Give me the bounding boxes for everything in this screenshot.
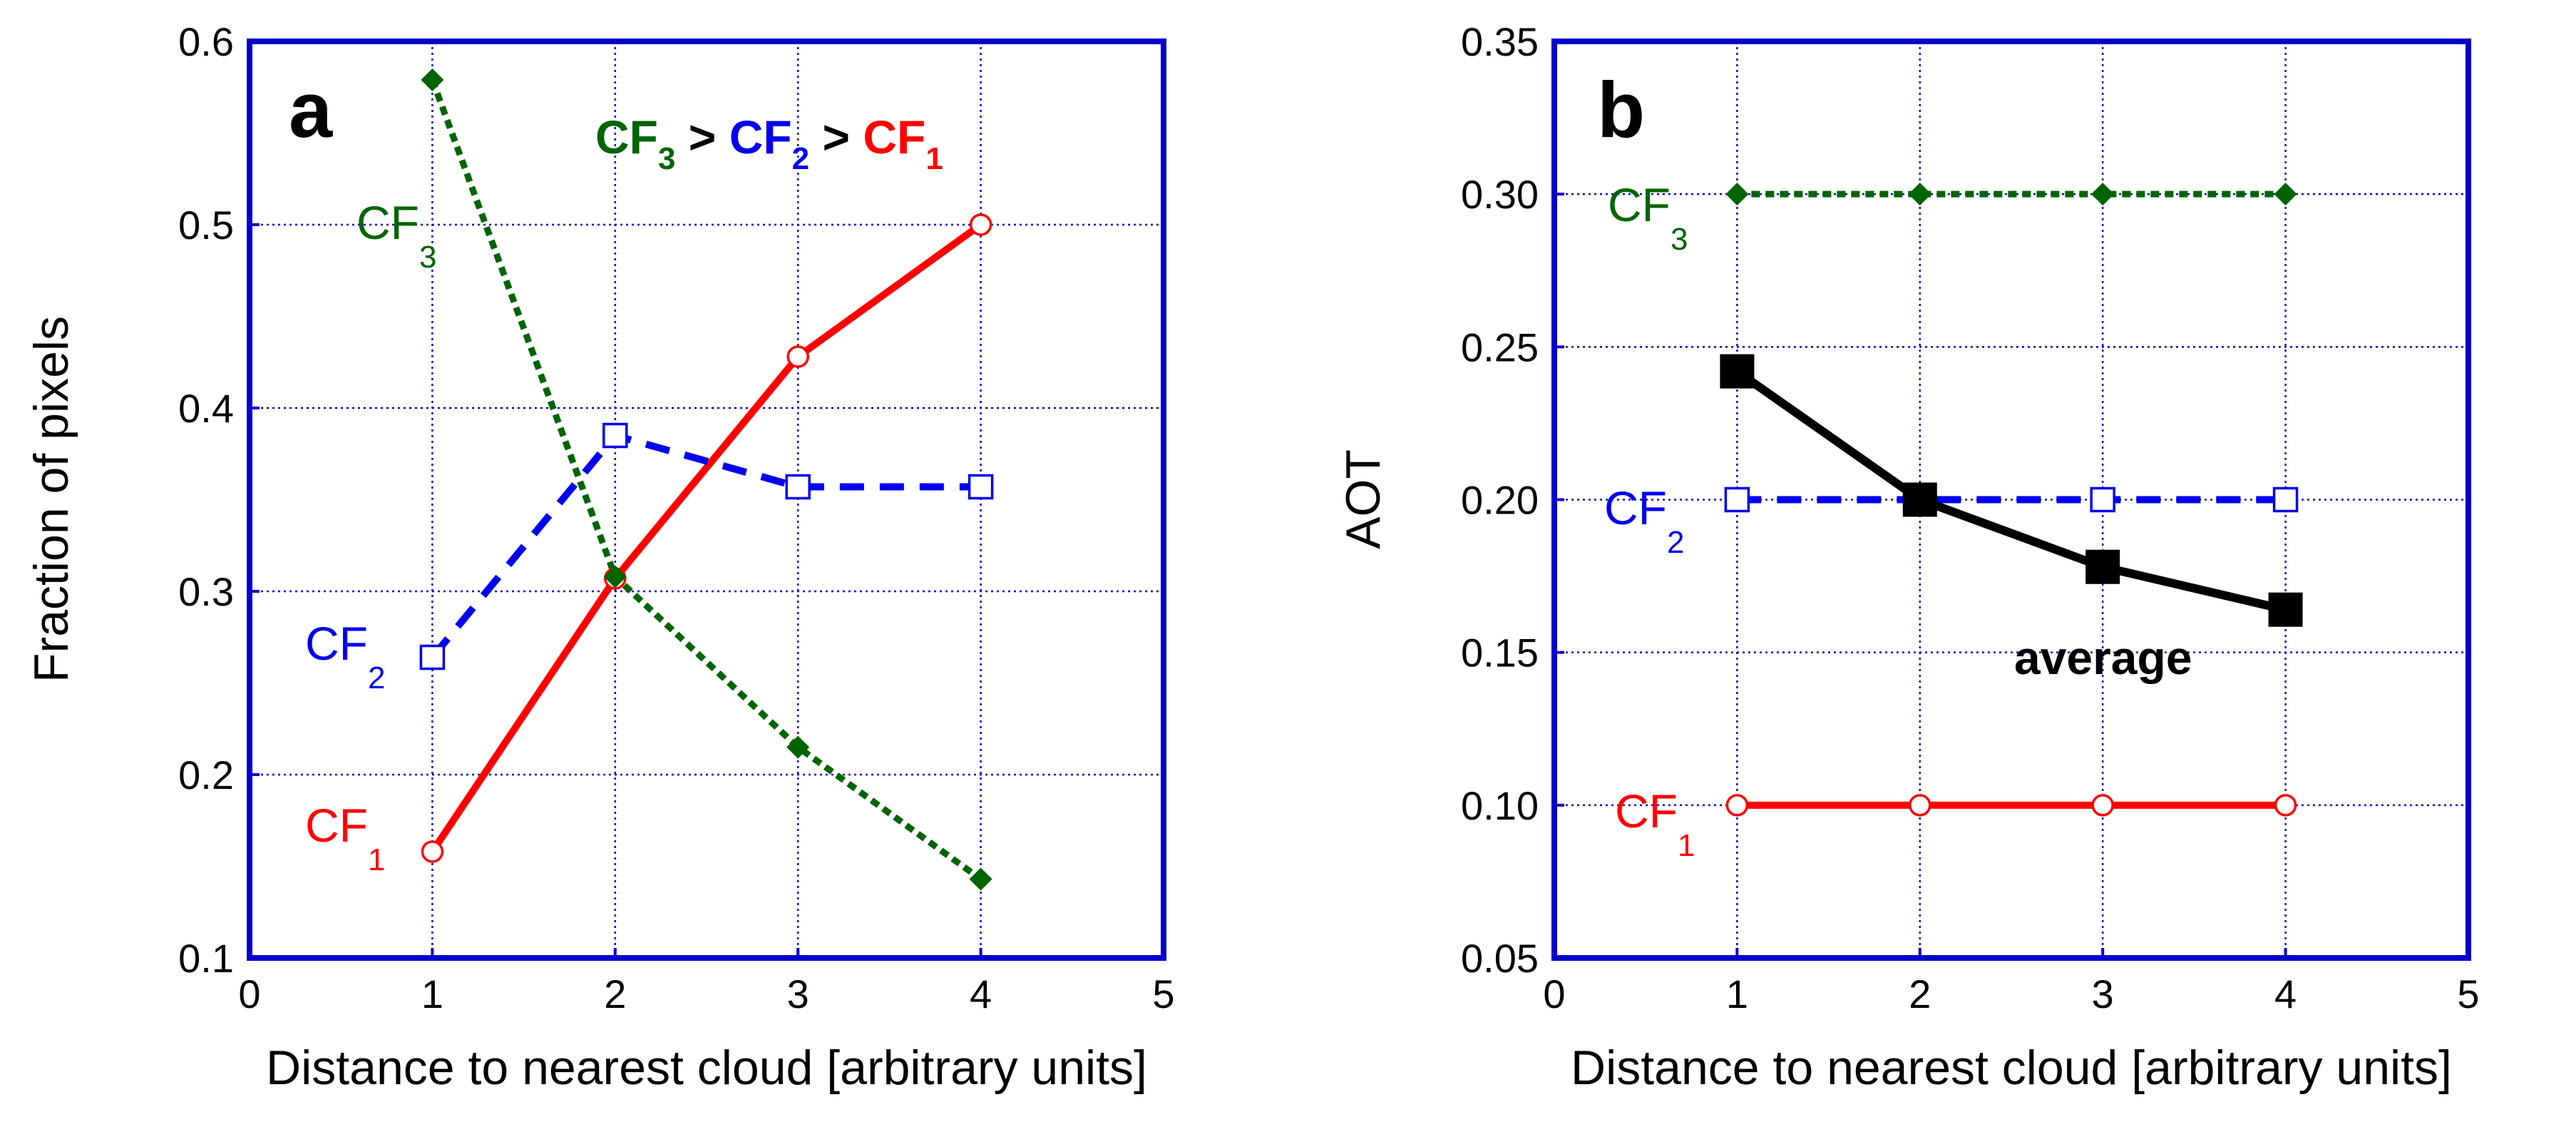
panel-b-point-average-2 [1902, 482, 1937, 517]
panel-b-xtick-label-3: 3 [2092, 971, 2114, 1016]
panel-a-line-cf3 [429, 78, 983, 882]
panel-b-ylabel: AOT [1336, 449, 1390, 549]
panel-b-ytick-label-4: 0.25 [1461, 325, 1539, 369]
panel-a-point-cf1-4 [969, 213, 992, 236]
panel-a-point-cf1-1 [421, 840, 444, 863]
panel-b-ticks: 0 1 2 3 4 5 0.05 0.10 0.15 0.20 0.25 0.30 0.35 [1461, 19, 2480, 1016]
panel-a-line-cf2 [429, 432, 981, 660]
panel-b-grid [1554, 41, 2468, 958]
panel-a-point-cf2-4 [968, 474, 994, 500]
panel-a-point-cf3-1 [421, 68, 444, 91]
panel-a-label-cf1: CF1 [305, 799, 385, 877]
panel-b-point-average-4 [2268, 592, 2303, 627]
panel-b-ytick-label-5: 0.30 [1461, 172, 1539, 217]
annotation-gt-2: > [809, 111, 863, 163]
panel-b-point-average-1 [1720, 354, 1755, 389]
panel-b-ytick-label-0: 0.05 [1461, 936, 1539, 981]
panel-b-letter: b [1597, 66, 1645, 154]
panel-a-ytick-label-4: 0.5 [178, 203, 234, 248]
panel-b-label-cf2: CF2 [1604, 481, 1684, 560]
panel-b-xtick-label-0: 0 [1543, 971, 1565, 1016]
panel-a-xtick-label-3: 3 [787, 971, 809, 1016]
panel-b-xtick-label-4: 4 [2274, 971, 2297, 1016]
panel-a-point-cf2-3 [785, 474, 811, 500]
panel-a-point-cf3-3 [786, 735, 810, 759]
panel-b-line-average [1734, 367, 2287, 614]
panel-b-ytick-label-6: 0.35 [1461, 19, 1539, 64]
panel-b-markers [1720, 183, 2303, 817]
panel-a-point-cf2-1 [419, 644, 446, 670]
panel-b: 0 1 2 3 4 5 0.05 0.10 0.15 0.20 0.25 0.30 0.35 b CF3… [1336, 19, 2480, 1095]
panel-b-label-cf1: CF1 [1615, 785, 1695, 863]
panel-b-xlabel: Distance to nearest cloud [arbitrary uni… [1571, 1041, 2452, 1095]
panel-a-frame [247, 39, 1166, 961]
panel-b-point-cf1-4 [2274, 794, 2297, 817]
panel-a-point-cf1-3 [786, 345, 809, 368]
panel-b-point-cf1-2 [1909, 794, 1931, 817]
panel-b-ytick-label-3: 0.20 [1461, 478, 1539, 523]
panel-a-letter: a [289, 66, 333, 154]
panel-b-xtick-label-5: 5 [2457, 971, 2479, 1016]
panel-a-markers [419, 68, 994, 891]
panel-b-label-cf3: CF3 [1608, 178, 1688, 257]
panel-a-ylabel: Fraction of pixels [24, 316, 78, 683]
annotation-cf3: CF [595, 111, 658, 163]
panel-a-line-cf1 [429, 221, 983, 854]
panel-b-point-cf3-1 [1725, 183, 1749, 206]
panel-a-point-cf3-4 [969, 867, 992, 891]
panel-b-point-cf1-3 [2091, 794, 2114, 817]
panel-a-annotation: CF3 > CF2 > CF1 [595, 111, 943, 176]
panel-b-point-cf2-1 [1724, 486, 1750, 513]
panel-a-series [429, 78, 983, 882]
panel-a-grid [250, 41, 1164, 958]
panel-b-point-cf1-1 [1725, 794, 1749, 817]
panel-a-point-cf2-2 [602, 422, 628, 449]
panel-b-ytick-label-1: 0.10 [1461, 783, 1539, 828]
panel-b-point-cf2-4 [2272, 486, 2299, 513]
panel-a-label-cf2: CF2 [305, 617, 385, 695]
panel-a-ytick-label-5: 0.6 [178, 19, 234, 64]
panel-b-point-cf3-2 [1908, 183, 1931, 206]
panel-b-point-average-3 [2085, 549, 2120, 584]
panel-b-label-average: average [2014, 631, 2192, 684]
panel-a-ytick-label-1: 0.2 [178, 753, 234, 797]
panel-a-point-cf3-2 [603, 565, 627, 588]
panel-b-xtick-label-1: 1 [1726, 971, 1748, 1016]
panel-a-xtick-label-2: 2 [604, 971, 626, 1016]
panel-a-ytick-label-2: 0.3 [178, 569, 234, 614]
annotation-cf1-sub: 1 [925, 141, 943, 176]
panel-a-ytick-label-0: 0.1 [178, 936, 234, 981]
panel-b-series [1734, 190, 2287, 809]
panel-a-xtick-label-5: 5 [1152, 971, 1174, 1016]
panel-a-ticks: 0 1 2 3 4 5 0.1 0.2 0.3 0.4 0.5 0.6 [178, 19, 1174, 1016]
panel-a-xtick-label-1: 1 [421, 971, 443, 1016]
panel-a-xtick-label-0: 0 [238, 971, 260, 1016]
annotation-cf1: CF [863, 111, 925, 163]
panel-b-point-cf2-3 [2090, 486, 2115, 513]
annotation-cf2: CF [729, 111, 792, 163]
panel-b-point-cf3-3 [2091, 183, 2115, 206]
annotation-cf3-sub: 3 [658, 141, 675, 176]
panel-a-ytick-label-3: 0.4 [178, 386, 234, 431]
panel-a-xlabel: Distance to nearest cloud [arbitrary uni… [266, 1041, 1147, 1095]
panel-a-xtick-label-4: 4 [970, 971, 992, 1016]
panel-b-xtick-label-2: 2 [1909, 971, 1931, 1016]
panel-a: 0 1 2 3 4 50.10.20.30.40.50.6 a CF3 > CF2 > C… [24, 19, 1175, 1095]
annotation-cf2-sub: 2 [792, 141, 809, 176]
panel-b-point-cf3-4 [2274, 183, 2297, 206]
panel-b-ytick-label-2: 0.15 [1461, 631, 1539, 675]
annotation-gt-1: > [675, 111, 729, 163]
panel-a-label-cf3: CF3 [356, 196, 436, 275]
